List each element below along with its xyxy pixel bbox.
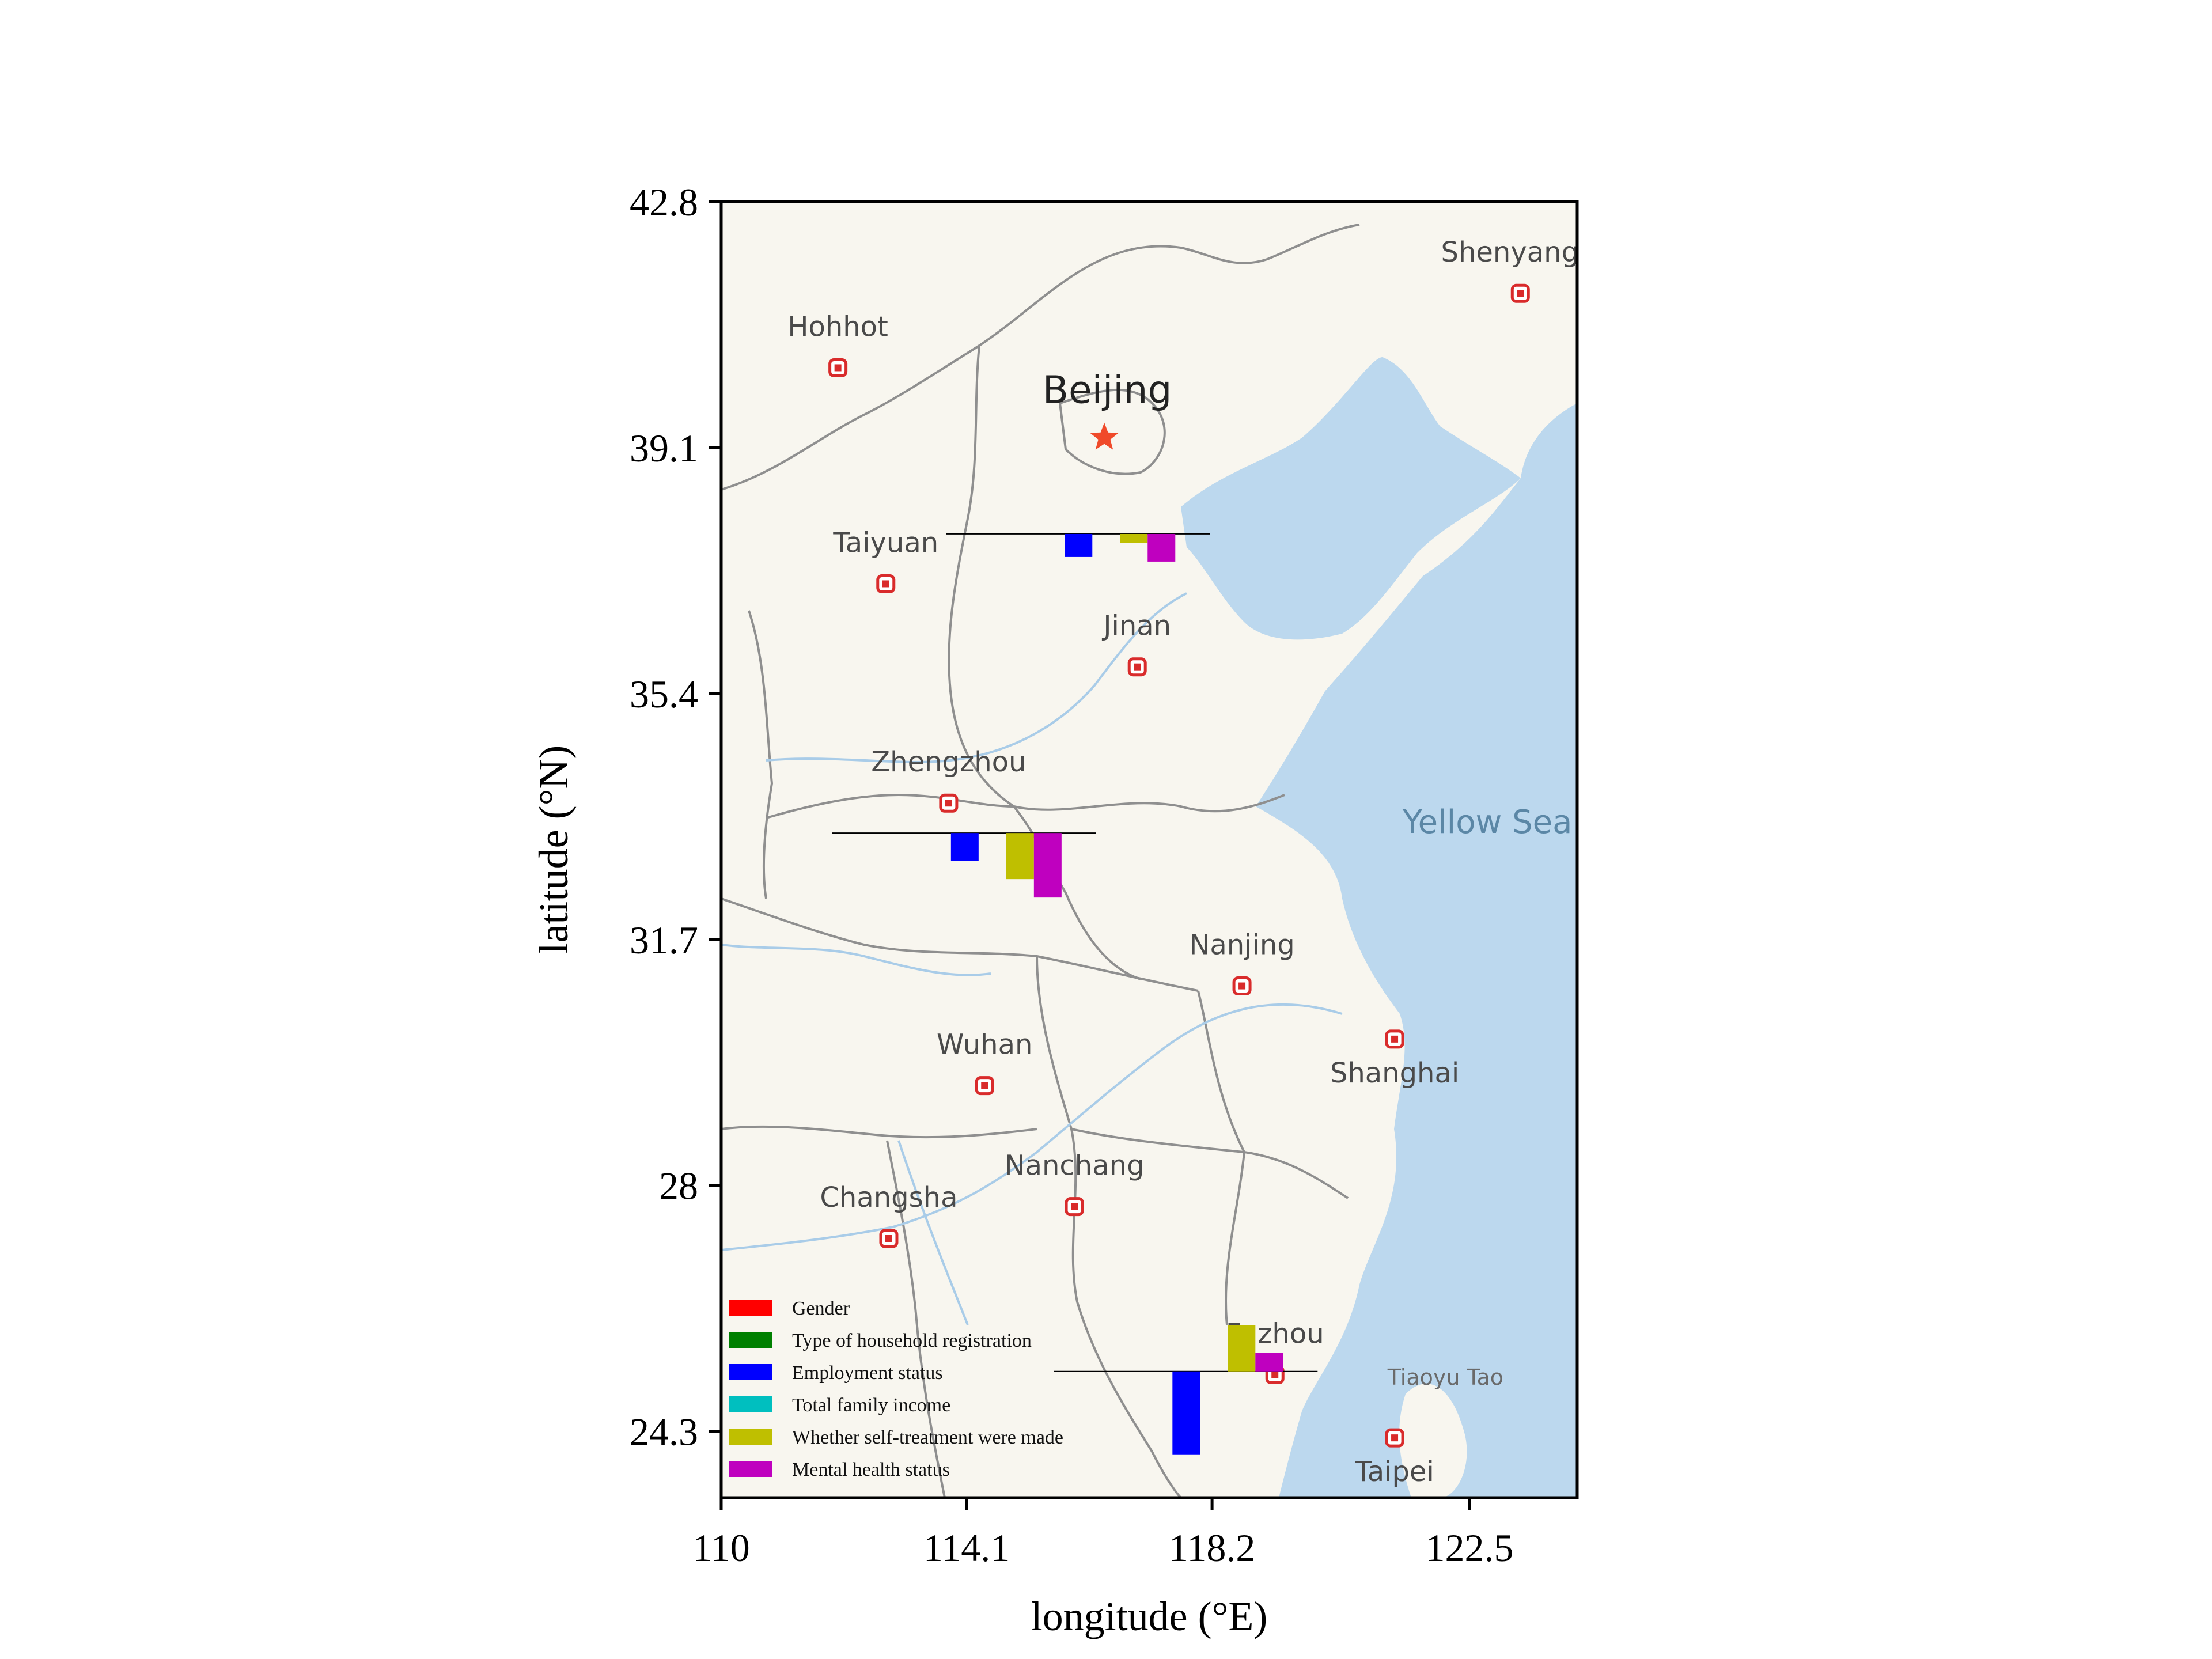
bar-employment-status xyxy=(950,833,979,861)
bar-whether-self-treatment-were-made xyxy=(1120,533,1148,543)
y-tick-label: 24.3 xyxy=(630,1410,698,1454)
x-tick-label: 110 xyxy=(692,1526,749,1570)
city-marker-dot xyxy=(945,800,952,807)
x-axis-ticks: 110 114.1 118.2 122.5 xyxy=(692,1498,1513,1570)
x-tick-label: 114.1 xyxy=(923,1526,1010,1570)
y-tick-label: 39.1 xyxy=(630,426,698,470)
y-axis-ticks: 42.8 39.1 35.4 31.7 28 24.3 xyxy=(630,180,721,1454)
city-label-nanjing: Nanjing xyxy=(1189,929,1294,961)
sea-label: Yellow Sea xyxy=(1402,804,1573,841)
taiwan-island xyxy=(1399,1384,1467,1498)
y-tick-label: 42.8 xyxy=(630,180,698,224)
city-label-changsha: Changsha xyxy=(820,1181,957,1214)
city-label-nanchang: Nanchang xyxy=(1005,1150,1145,1182)
rivers xyxy=(721,592,1343,1325)
legend-label: Employment status xyxy=(792,1362,943,1384)
city-label-taipei: Taipei xyxy=(1354,1456,1434,1488)
legend-swatch xyxy=(729,1332,772,1348)
y-axis-label: latitude (°N) xyxy=(531,745,577,955)
city-marker-dot xyxy=(1271,1371,1279,1378)
legend-swatch xyxy=(729,1396,772,1412)
bohai-sea xyxy=(1181,357,1521,640)
city-label-taiyuan: Taiyuan xyxy=(832,527,938,559)
city-marker-dot xyxy=(1517,290,1524,297)
y-tick-label: 35.4 xyxy=(630,672,698,716)
city-markers: Shenyang Hohhot Beijing Taiyuan Jinan Zhengzh… xyxy=(787,236,1579,1488)
x-tick-label: 122.5 xyxy=(1425,1526,1513,1570)
bar-mental-health-status xyxy=(1033,833,1062,898)
island-label: Tiaoyu Tao xyxy=(1387,1365,1503,1390)
sea-labels: Yellow Sea Tiaoyu Tao xyxy=(1387,804,1573,1390)
x-axis-label: longitude (°E) xyxy=(1031,1593,1268,1639)
bar-mental-health-status xyxy=(1147,533,1176,562)
legend-label: Whether self-treatment were made xyxy=(792,1427,1063,1448)
bar-whether-self-treatment-were-made xyxy=(1228,1325,1256,1372)
city-marker-dot xyxy=(1391,1434,1399,1442)
legend-label: Gender xyxy=(792,1298,850,1319)
x-tick-label: 118.2 xyxy=(1169,1526,1255,1570)
bar-groups xyxy=(832,533,1318,1455)
city-label-shanghai: Shanghai xyxy=(1330,1057,1459,1089)
legend-label: Total family income xyxy=(792,1395,950,1416)
city-marker-dot xyxy=(882,580,889,588)
bar-whether-self-treatment-were-made xyxy=(1006,833,1034,880)
legend: Gender Type of household registration Empl… xyxy=(729,1298,1063,1480)
city-label-zhengzhou: Zhengzhou xyxy=(871,746,1026,778)
legend-swatch xyxy=(729,1461,772,1477)
bar-employment-status xyxy=(1172,1371,1200,1455)
city-marker-dot xyxy=(834,364,842,372)
city-marker-dot xyxy=(885,1235,892,1242)
yellow-sea xyxy=(1256,403,1577,1498)
province-borders xyxy=(721,224,1360,1498)
city-marker-dot xyxy=(1238,982,1246,990)
map-area xyxy=(721,202,1577,1498)
city-marker-dot xyxy=(981,1082,988,1089)
plot-frame xyxy=(719,200,1579,1499)
capital-star-icon xyxy=(1090,422,1119,450)
y-tick-label: 28 xyxy=(659,1164,698,1208)
legend-swatch xyxy=(729,1300,772,1316)
city-marker-dot xyxy=(1391,1035,1399,1043)
bar-employment-status xyxy=(1065,533,1093,557)
city-label-beijing: Beijing xyxy=(1043,368,1172,412)
legend-swatch xyxy=(729,1364,772,1380)
city-label-hohhot: Hohhot xyxy=(787,310,888,343)
legend-label: Type of household registration xyxy=(792,1330,1032,1351)
y-tick-label: 31.7 xyxy=(630,918,698,962)
city-marker-dot xyxy=(1071,1203,1078,1210)
city-label-jinan: Jinan xyxy=(1101,610,1171,642)
bar-mental-health-status xyxy=(1255,1353,1283,1372)
city-label-shenyang: Shenyang xyxy=(1441,236,1579,268)
city-label-wuhan: Wuhan xyxy=(937,1029,1032,1061)
legend-swatch xyxy=(729,1429,772,1445)
legend-label: Mental health status xyxy=(792,1459,950,1480)
city-marker-dot xyxy=(1134,663,1141,671)
